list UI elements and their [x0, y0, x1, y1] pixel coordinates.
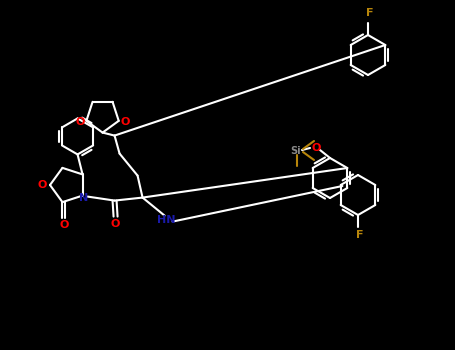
Text: N: N: [79, 193, 88, 203]
Text: O: O: [37, 180, 47, 190]
Text: O: O: [76, 117, 85, 127]
Text: HN: HN: [157, 215, 176, 225]
Text: O: O: [59, 220, 69, 230]
Text: F: F: [366, 8, 374, 18]
Text: O: O: [120, 117, 129, 127]
Text: O: O: [311, 143, 321, 153]
Text: F: F: [356, 230, 364, 240]
Text: Si: Si: [291, 146, 301, 156]
Text: O: O: [111, 219, 120, 229]
